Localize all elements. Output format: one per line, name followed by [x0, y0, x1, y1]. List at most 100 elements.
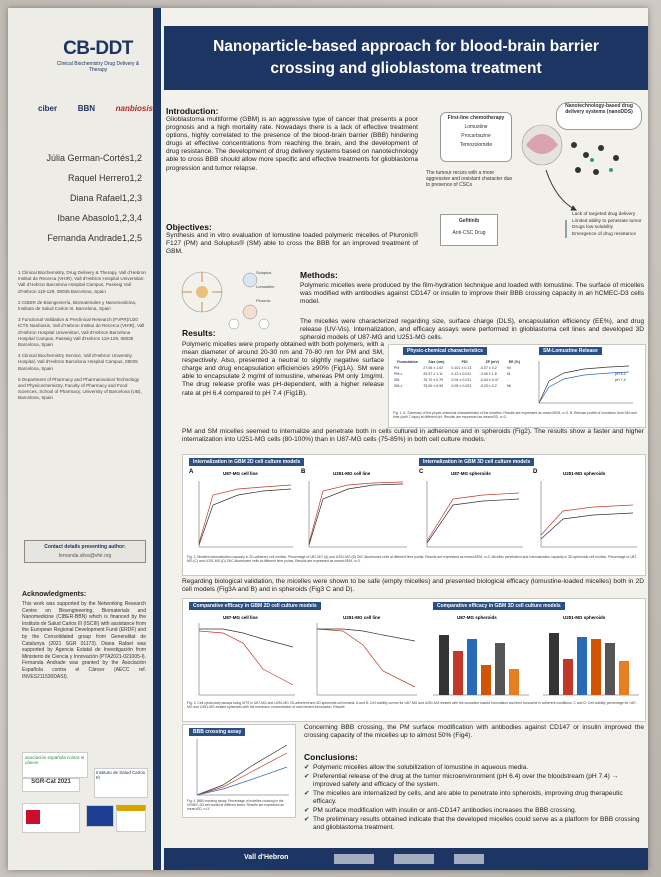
particle-icon	[609, 168, 613, 172]
first-line-box: First-line chemotherapy Lomustine Procar…	[440, 112, 512, 162]
table-header: ZP (mV)	[485, 360, 499, 364]
fig3-title-2d: Comparative efficacy in GBM 2D cell cult…	[189, 602, 321, 610]
fig2-letter: C	[419, 469, 424, 475]
fig4-panel: BBB crossing assay Fig. 4. BBB crossing …	[182, 724, 296, 818]
affiliations: 1 Clinical Biochemistry, Drug Delivery &…	[18, 270, 146, 407]
particle-icon	[583, 152, 589, 158]
logo-main: CB-DDT	[63, 38, 133, 59]
catalonia-logo	[116, 805, 146, 832]
methods-labels: Soluplus Lomustine Pluronic	[256, 266, 274, 308]
authors: Júlia German-Cortés1,2 Raquel Herrero1,2…	[8, 148, 148, 248]
table-cell: 25.97 ± 1.11	[423, 372, 443, 376]
ciber-logo: ciber	[38, 104, 58, 113]
aecc-logo: asociación española contra el cáncer	[22, 752, 88, 778]
table-header-row: Formulation Size (nm) PDI ZP (mV) EE (%)	[393, 359, 523, 365]
label-soluplus: Soluplus	[256, 270, 272, 275]
check-icon: ✔	[304, 790, 310, 797]
check-icon: ✔	[304, 773, 310, 780]
fig2-sub: U251-MG cell line	[333, 471, 371, 476]
first-line-title: First-line chemotherapy	[447, 115, 505, 121]
affiliation: 3 Functional Validation & Preclinical Re…	[18, 317, 145, 348]
fig3-sub: U251-MG cell line	[343, 615, 381, 620]
fig3-chart-d	[543, 633, 639, 696]
conclusion-item: ✔ The preliminary results obtained indica…	[304, 816, 644, 832]
results-p4: Concerning BBB crossing, the PM surface …	[304, 724, 644, 740]
gefitinib-box: Gefitinib Anti-CSC Drug	[440, 214, 498, 246]
fig2-panel: Internalization in GBM 2D cell culture m…	[182, 454, 646, 576]
table-cell: SM-L	[394, 384, 403, 388]
partner-logos: ciber BBN nanbiosis	[38, 104, 153, 113]
table-cell: -3.05 ± 1.8	[479, 372, 497, 376]
footer-logo-box	[334, 854, 374, 864]
sidebar: CB-DDT Clinical Biochemistry Drug Delive…	[8, 8, 153, 870]
fig2-sub: U251-MG spheroids	[563, 471, 606, 476]
results-p1: Polymeric micelles were properly obtaine…	[182, 341, 384, 397]
intro-heading: Introduction:	[166, 106, 219, 116]
intro-text: Glioblastoma multiforme (GBM) is an aggr…	[166, 116, 418, 172]
fig2-caption: Fig. 2. Micelles internalization capacit…	[187, 555, 638, 564]
fig1-caption: Fig. 1. A. Summary of the physic-chemica…	[393, 411, 638, 420]
ack-text: This work was supported by the Networkin…	[22, 601, 146, 680]
limit-item: Drugs low solubility	[572, 225, 614, 230]
fig4-title: BBB crossing assay	[189, 728, 246, 736]
release-line-ph74	[538, 371, 630, 404]
release-line-ph64	[538, 365, 630, 404]
particle-icon	[590, 158, 594, 162]
table-cell: 98	[506, 384, 511, 388]
table-cell: 75.00 ± 0.95	[423, 384, 444, 388]
table-header: Formulation	[397, 360, 418, 364]
nanodds-box: Nanotechnology-based drug delivery syste…	[556, 102, 642, 130]
ack-heading: Acknowledgments:	[22, 591, 87, 598]
methods-heading: Methods:	[300, 270, 338, 280]
fig2-letter: D	[533, 469, 538, 475]
fig3-sub: U87-MG cell line	[223, 615, 258, 620]
fig1-title-b: SM-Lomustine Release	[539, 347, 602, 355]
conclusion-text: The preliminary results obtained indicat…	[313, 816, 640, 831]
bbn-logo: BBN	[77, 104, 96, 113]
conclusions-list: ✔ Polymeric micelles allow the solubiliza…	[304, 764, 644, 833]
fig3-charts	[198, 623, 639, 696]
table-cell: -0.04 ± 0.47	[479, 378, 499, 382]
contact-title: Contact details presenting author:	[44, 544, 126, 550]
conclusion-item: ✔ Preferential release of the drug at the…	[304, 773, 644, 789]
fig3-title-3d: Comparative efficacy in GBM 3D cell cult…	[433, 602, 565, 610]
author: Diana Rafael1,2,3	[69, 193, 142, 203]
table-cell: -0.20 ± 0.2	[479, 384, 497, 388]
table-cell: 27.06 ± 1.02	[423, 366, 444, 370]
table-cell: SM	[394, 378, 400, 382]
recurs-text: The tumour recurs with a more aggressive…	[426, 170, 513, 188]
fig2-chart-b	[308, 481, 407, 548]
conclusion-text: The micelles are internalized by cells, …	[313, 790, 623, 805]
poster-title: Nanoparticle-based approach for blood-br…	[164, 26, 648, 90]
methods-p2: The micelles were characterized regardin…	[300, 318, 644, 342]
fig2-title-3d: Internalization in GBM 3D cell culture m…	[419, 458, 535, 466]
particle-icon	[598, 145, 604, 151]
table-header: Size (nm)	[428, 360, 445, 364]
eu-flag	[86, 805, 114, 827]
contact-email: fernanda.silva@vhir.org	[58, 553, 112, 559]
main-content: Nanoparticle-based approach for blood-br…	[164, 8, 648, 870]
author: Ibane Abasolo1,2,3,4	[57, 213, 142, 223]
table-row: PM-L 25.97 ± 1.11 0.13 ± 0.011 -3.05 ± 1.8 9…	[393, 371, 523, 377]
sgr-logo: SGR-Cat 2021	[22, 778, 80, 792]
objectives-text: Synthesis and in vitro evaluation of lom…	[166, 232, 418, 256]
logo-sub: Clinical Biochemistry Drug Delivery & Th…	[56, 61, 140, 73]
legend-item: pH 6.4	[615, 372, 626, 376]
fig1-title-a: Physic-chemical characteristics	[403, 347, 487, 355]
methods-p1: Polymeric micelles were produced by the …	[300, 282, 644, 306]
author: Raquel Herrero1,2	[67, 173, 142, 183]
affiliation: 4 Clinical Biochemistry Service, Vall d'…	[18, 353, 138, 371]
author: Fernanda Andrade1,2,5	[47, 233, 142, 243]
brain-shape	[526, 134, 558, 154]
title-text: Nanoparticle-based approach for blood-br…	[213, 38, 599, 77]
conclusion-item: ✔ PM surface modification with insulin or…	[304, 807, 644, 815]
fig3-sub: U251-MG spheroids	[563, 615, 606, 620]
limit-item: Emergence of drug resistance	[572, 231, 636, 237]
results-p2: PM and SM micelles seemed to internalize…	[182, 428, 644, 444]
fig2-letter: B	[301, 469, 306, 475]
table-cell: 0.13 ± 0.011	[451, 372, 472, 376]
fig1-panel: Physic-chemical characteristics SM-Lomus…	[388, 344, 646, 428]
particle-icon	[613, 155, 619, 161]
pluronic-icon	[242, 304, 258, 320]
cb-ddt-logo: CB-DDT Clinical Biochemistry Drug Delive…	[48, 38, 148, 73]
